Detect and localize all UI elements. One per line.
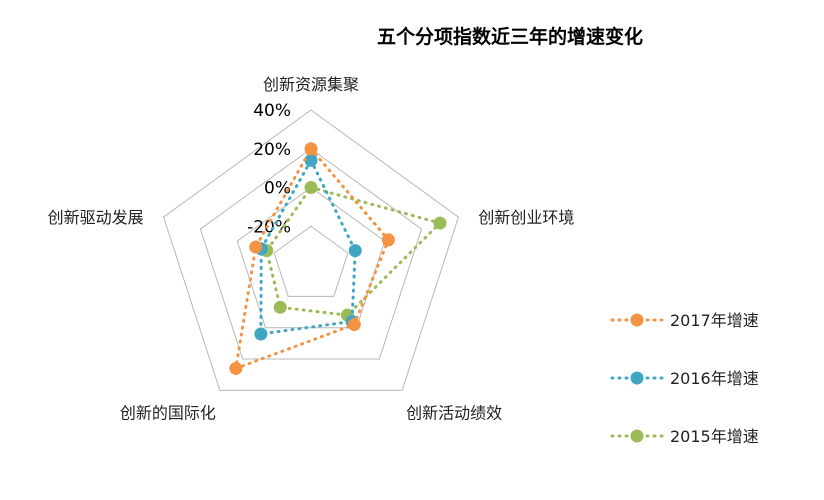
data-point [254,327,268,341]
legend-item: 2017年增速 [610,311,759,330]
data-point [249,240,263,254]
legend-marker [630,371,644,385]
legend-label: 2015年增速 [670,427,759,446]
grid-ring-1 [273,225,349,297]
grid-ring-2 [236,186,386,329]
category-label: 创新的国际化 [120,403,216,422]
series-0 [229,142,395,375]
legend-item: 2016年增速 [610,369,759,388]
legend-marker [630,313,644,327]
data-point [229,361,243,375]
grid-ring-4 [162,109,460,391]
data-point [304,181,318,194]
data-point [273,300,287,314]
radar-grid [162,109,460,391]
data-point [381,233,395,247]
data-point [433,216,447,230]
series-line [233,146,391,371]
category-label: 创新资源集聚 [263,75,359,94]
series-layer [229,142,447,375]
grid-ring-3 [199,148,423,360]
category-label: 创新创业环境 [478,208,574,227]
data-point [304,142,318,156]
data-point [347,318,361,332]
series-line [265,185,443,317]
category-label: 创新活动绩效 [406,403,502,422]
tick-label: 20% [253,140,291,160]
legend-label: 2017年增速 [670,311,759,330]
series-line [259,157,357,336]
legend: 2017年增速 2016年增速 2015年增速 [610,311,759,446]
legend-marker [630,429,644,443]
legend-label: 2016年增速 [670,369,759,388]
data-point [348,244,362,258]
data-point [304,153,318,167]
legend-item: 2015年增速 [610,427,759,446]
chart-title: 五个分项指数近三年的增速变化 [377,25,643,48]
category-label: 创新驱动发展 [48,208,144,227]
tick-label: 40% [253,101,291,121]
radial-tick-labels: 40%20%0%-20% [247,101,291,237]
tick-label: 0% [264,179,291,199]
